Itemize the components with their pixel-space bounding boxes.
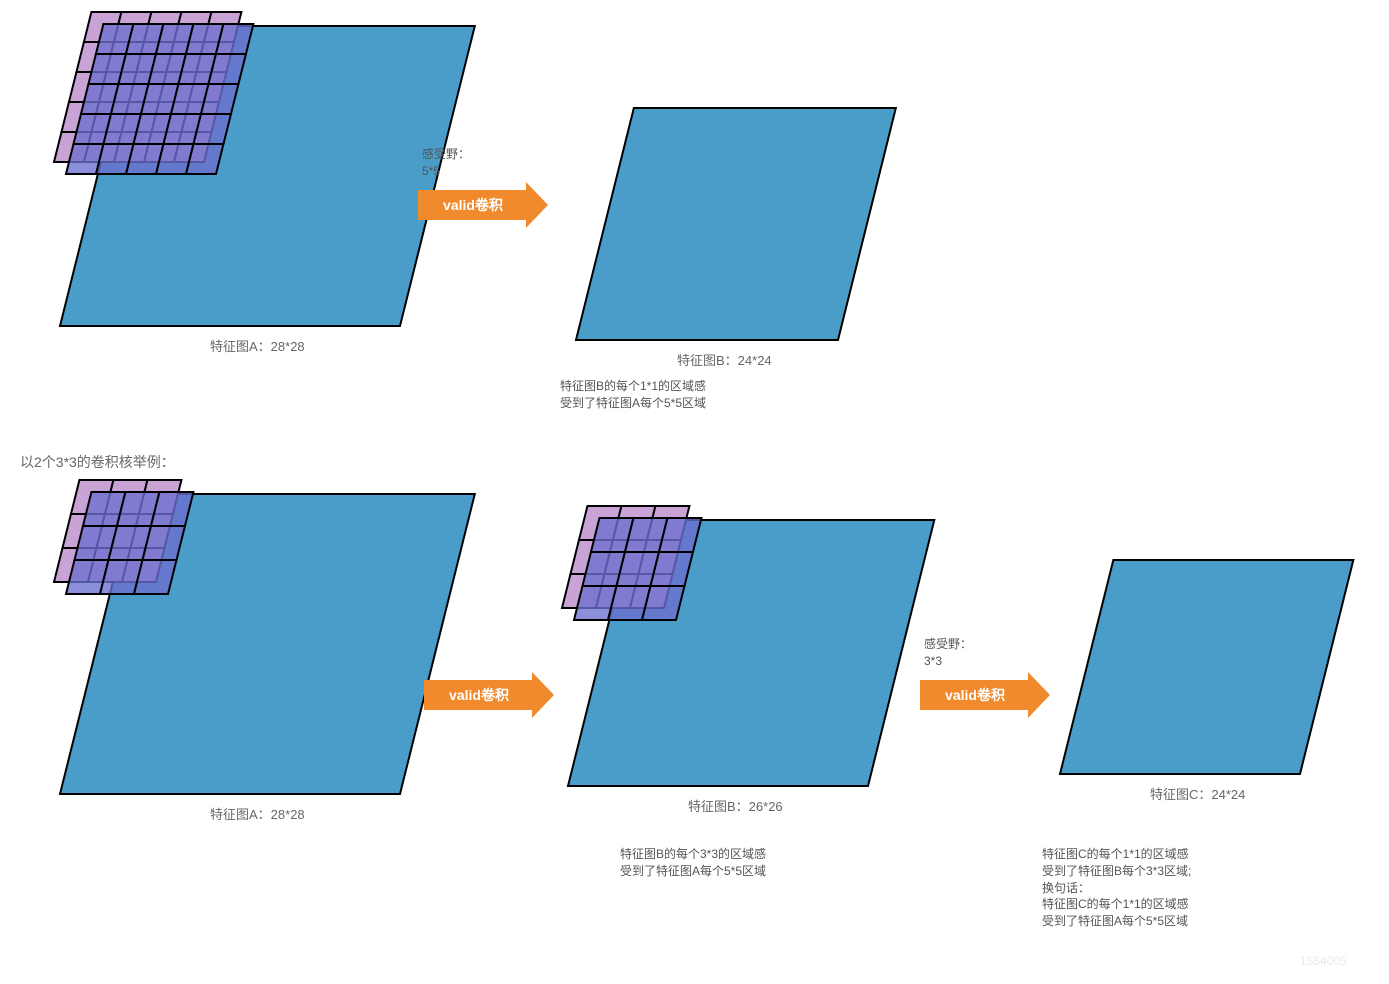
note-line2: 受到了特征图B每个3*3区域;: [1042, 864, 1191, 878]
feature-c-bottom-note: 特征图C的每个1*1的区域感 受到了特征图B每个3*3区域; 换句话： 特征图C…: [1042, 846, 1191, 930]
svg-text:valid卷积: valid卷积: [945, 687, 1005, 703]
note-line2: 受到了特征图A每个5*5区域: [620, 864, 766, 878]
feature-c-bottom-label: 特征图C：24*24: [1150, 784, 1245, 803]
receptive-field-label-top: 感受野： 5*5: [422, 146, 470, 180]
valid-conv-arrow-top: valid卷积: [416, 180, 552, 230]
kernel-overlay-top-a: [14, 0, 293, 214]
note-line1: 特征图B的每个1*1的区域感: [560, 379, 706, 393]
rf-label-line1: 感受野：: [924, 637, 972, 651]
feature-map-c-bottom: [1058, 558, 1355, 776]
valid-conv-arrow-bottom-1: valid卷积: [422, 670, 558, 720]
note-line2: 受到了特征图A每个5*5区域: [560, 396, 706, 410]
kernel-overlay-bottom-b: [522, 466, 741, 660]
feature-b-bottom-note: 特征图B的每个3*3的区域感 受到了特征图A每个5*5区域: [620, 846, 766, 880]
valid-conv-arrow-bottom-2: valid卷积: [918, 670, 1054, 720]
feature-map-b-top: [574, 106, 898, 342]
note-line3: 换句话：: [1042, 881, 1090, 895]
note-line4: 特征图C的每个1*1的区域感: [1042, 897, 1189, 911]
watermark: 1554005: [1300, 954, 1347, 968]
note-line1: 特征图B的每个3*3的区域感: [620, 847, 766, 861]
rf-label-line1: 感受野：: [422, 147, 470, 161]
note-line5: 受到了特征图A每个5*5区域: [1042, 914, 1188, 928]
kernel-overlay-bottom-a: [14, 440, 233, 634]
receptive-field-label-bottom: 感受野： 3*3: [924, 636, 972, 670]
feature-a-bottom-label: 特征图A：28*28: [210, 804, 305, 823]
feature-b-top-label: 特征图B：24*24: [677, 350, 772, 369]
note-line1: 特征图C的每个1*1的区域感: [1042, 847, 1189, 861]
feature-a-top-label: 特征图A：28*28: [210, 336, 305, 355]
feature-b-bottom-label: 特征图B：26*26: [688, 796, 783, 815]
svg-text:valid卷积: valid卷积: [443, 197, 503, 213]
rf-label-line2: 3*3: [924, 654, 942, 668]
feature-b-top-note: 特征图B的每个1*1的区域感 受到了特征图A每个5*5区域: [560, 378, 706, 412]
rf-label-line2: 5*5: [422, 164, 440, 178]
svg-text:valid卷积: valid卷积: [449, 687, 509, 703]
